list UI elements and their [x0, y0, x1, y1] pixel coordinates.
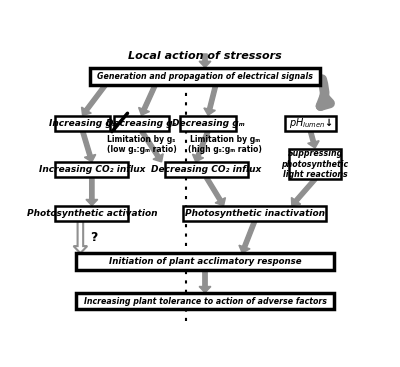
- FancyArrow shape: [239, 221, 257, 253]
- Text: $\mathit{pH}_{\mathit{lumen}}$↓: $\mathit{pH}_{\mathit{lumen}}$↓: [289, 116, 332, 130]
- Text: Decreasing gₛ: Decreasing gₛ: [106, 119, 176, 128]
- FancyArrow shape: [204, 84, 218, 115]
- Text: Generation and propagation of electrical signals: Generation and propagation of electrical…: [97, 72, 313, 81]
- FancyArrow shape: [139, 84, 158, 115]
- Text: Initiation of plant acclimatory response: Initiation of plant acclimatory response: [109, 257, 301, 266]
- FancyBboxPatch shape: [56, 206, 128, 221]
- Text: Increasing CO₂ influx: Increasing CO₂ influx: [39, 165, 145, 174]
- Text: Increasing gₛ: Increasing gₛ: [50, 119, 116, 128]
- FancyArrowPatch shape: [320, 79, 330, 106]
- FancyBboxPatch shape: [166, 162, 248, 177]
- FancyArrow shape: [80, 130, 96, 162]
- FancyBboxPatch shape: [55, 116, 110, 131]
- FancyBboxPatch shape: [290, 149, 341, 179]
- FancyBboxPatch shape: [285, 116, 336, 131]
- FancyArrow shape: [192, 130, 210, 162]
- FancyBboxPatch shape: [76, 254, 334, 270]
- Text: Increasing plant tolerance to action of adverse factors: Increasing plant tolerance to action of …: [84, 297, 326, 306]
- FancyArrow shape: [199, 54, 211, 68]
- FancyArrow shape: [74, 221, 87, 253]
- FancyBboxPatch shape: [56, 162, 128, 177]
- FancyArrow shape: [205, 177, 226, 206]
- FancyArrow shape: [86, 178, 98, 206]
- FancyArrow shape: [82, 83, 108, 115]
- Text: Photosynthetic activation: Photosynthetic activation: [26, 209, 157, 218]
- Text: Suppressing
photosynthetic
light reactions: Suppressing photosynthetic light reactio…: [282, 149, 349, 179]
- Text: Limitation by gₘ
(high gₛ:gₘ ratio): Limitation by gₘ (high gₛ:gₘ ratio): [188, 135, 262, 154]
- Text: Local action of stressors: Local action of stressors: [128, 51, 282, 61]
- Text: Decreasing gₘ: Decreasing gₘ: [172, 119, 244, 128]
- Text: Photosynthetic inactivation: Photosynthetic inactivation: [185, 209, 325, 218]
- Text: Decreasing CO₂ influx: Decreasing CO₂ influx: [152, 165, 262, 174]
- FancyBboxPatch shape: [183, 206, 326, 221]
- Text: Limitation by gₛ
(low gₛ:gₘ ratio): Limitation by gₛ (low gₛ:gₘ ratio): [106, 135, 176, 154]
- Text: ?: ?: [90, 231, 97, 244]
- FancyBboxPatch shape: [180, 116, 236, 131]
- FancyArrow shape: [292, 178, 317, 206]
- FancyArrow shape: [140, 130, 163, 162]
- FancyBboxPatch shape: [90, 68, 320, 85]
- FancyArrow shape: [308, 130, 319, 148]
- FancyBboxPatch shape: [114, 116, 169, 131]
- FancyBboxPatch shape: [76, 293, 334, 309]
- FancyArrow shape: [199, 270, 211, 293]
